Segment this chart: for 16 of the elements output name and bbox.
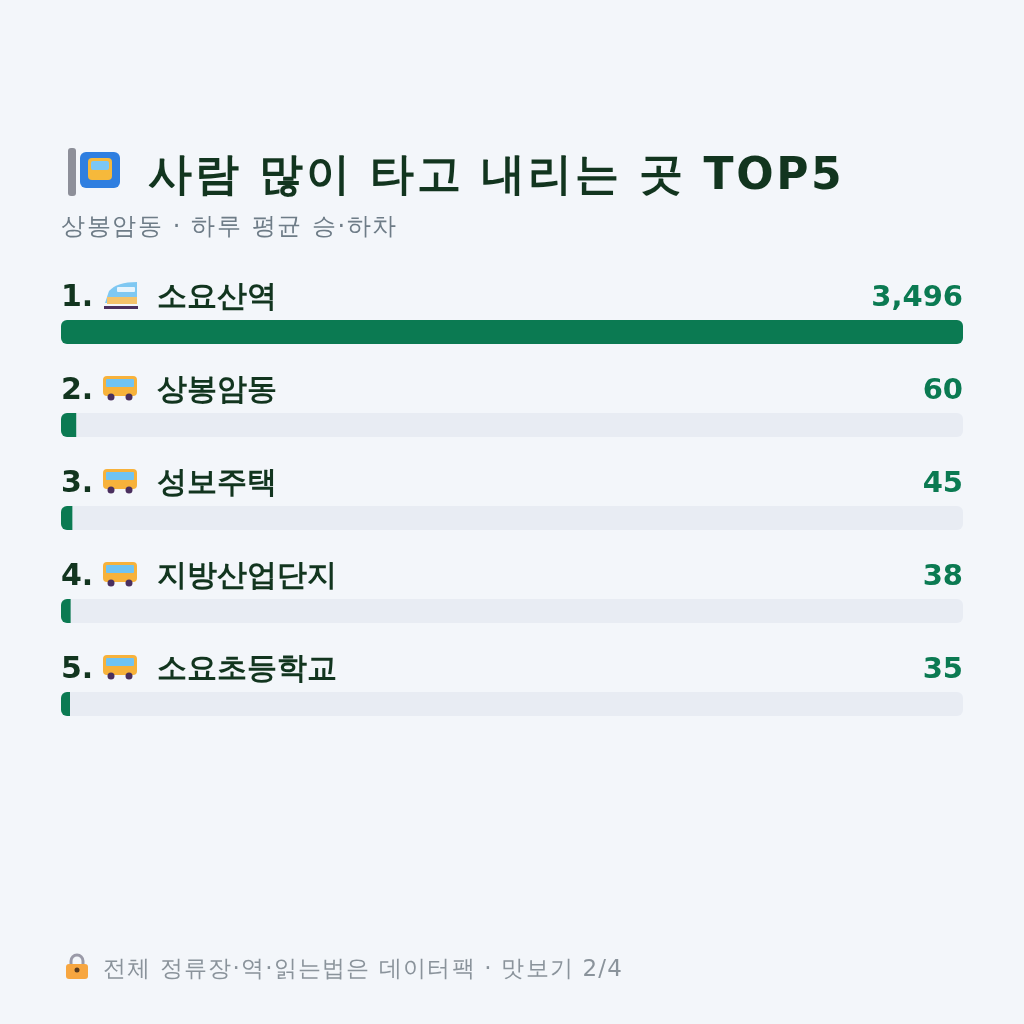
data-label: 45 bbox=[922, 465, 963, 499]
bar bbox=[61, 413, 77, 437]
data-label: 60 bbox=[922, 372, 963, 406]
data-label: 35 bbox=[922, 651, 963, 685]
data-label: 38 bbox=[922, 558, 963, 592]
text: 전체 정류장·역·읽는법은 데이터팩 · 맛보기 2/4 bbox=[103, 955, 624, 981]
bar bbox=[61, 320, 963, 344]
category-label: 1. 소요산역 bbox=[61, 278, 277, 313]
chart-title: 사람 많이 타고 내리는 곳 TOP5 bbox=[148, 148, 845, 199]
category-label: 4. 지방산업단지 bbox=[61, 557, 337, 592]
category-label: 5. 소요초등학교 bbox=[61, 650, 337, 685]
bar bbox=[61, 506, 73, 530]
chart-subtitle: 상봉암동 · 하루 평균 승·하차 bbox=[61, 212, 398, 240]
category-label: 3. 성보주택 bbox=[61, 464, 277, 499]
data-label: 3,496 bbox=[871, 279, 963, 313]
category-label: 2. 상봉암동 bbox=[61, 371, 277, 406]
